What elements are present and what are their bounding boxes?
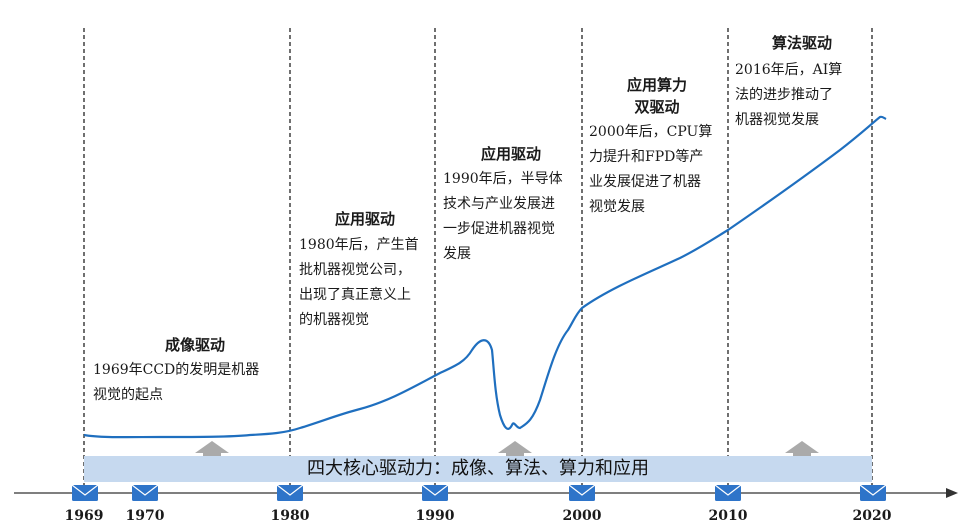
year-label-2000: 2000: [562, 508, 602, 524]
marker-2010: [714, 484, 742, 501]
marker-1969: [71, 484, 99, 501]
stage-5-desc-line: 法的进步推动了: [735, 87, 833, 103]
axis-arrow-icon: [946, 488, 958, 498]
stage-4-desc: 2000年后，CPU算 力提升和FPD等产 业发展促进了机器 视觉发展: [589, 120, 729, 220]
stage-3-desc: 1990年后，半导体 技术与产业发展进 一步促进机器视觉 发展: [443, 167, 583, 267]
stage-3-desc-line: 1990年后，半导体: [443, 171, 563, 187]
stage-1-desc: 1969年CCD的发明是机器 视觉的起点: [93, 358, 293, 408]
marker-1970: [131, 484, 159, 501]
stage-2-desc: 1980年后，产生首 批机器视觉公司， 出现了真正意义上 的机器视觉: [299, 233, 439, 333]
stage-4-title: 应用算力 双驱动: [612, 74, 702, 118]
stage-4-desc-line: 力提升和FPD等产: [589, 149, 704, 165]
stage-1-desc-line: 1969年CCD的发明是机器: [93, 362, 260, 378]
year-markers: [71, 484, 887, 501]
year-label-1969: 1969: [64, 508, 104, 524]
stage-2-desc-line: 出现了真正意义上: [299, 287, 411, 303]
year-label-1980: 1980: [270, 508, 310, 524]
year-label-1970: 1970: [125, 508, 165, 524]
core-drivers-label: 四大核心驱动力：成像、算法、算力和应用: [307, 458, 649, 479]
stage-4-desc-line: 2000年后，CPU算: [589, 124, 713, 140]
up-arrows: [195, 441, 819, 456]
up-arrow-icon: [498, 441, 532, 456]
stage-5-desc-line: 机器视觉发展: [735, 112, 819, 128]
year-label-2010: 2010: [708, 508, 748, 524]
year-label-1990: 1990: [415, 508, 455, 524]
stage-2-desc-line: 批机器视觉公司，: [299, 262, 411, 278]
up-arrow-icon: [785, 441, 819, 456]
year-label-2020: 2020: [852, 508, 892, 524]
stage-3-desc-line: 技术与产业发展进: [443, 196, 555, 212]
marker-1990: [421, 484, 449, 501]
stage-5-desc-line: 2016年后，AI算: [735, 62, 843, 78]
up-arrow-icon: [195, 441, 229, 456]
stage-1-title: 成像驱动: [164, 336, 225, 354]
stage-3-desc-line: 发展: [443, 246, 471, 262]
marker-2020: [859, 484, 887, 501]
stage-1-desc-line: 视觉的起点: [93, 387, 163, 403]
stage-2-title: 应用驱动: [334, 210, 395, 228]
stage-3-title: 应用驱动: [480, 145, 541, 163]
era-separators: [83, 28, 873, 492]
stage-2-desc-line: 的机器视觉: [299, 312, 369, 328]
stage-2-desc-line: 1980年后，产生首: [299, 237, 419, 253]
stage-3-desc-line: 一步促进机器视觉: [443, 221, 555, 237]
stage-4-desc-line: 视觉发展: [589, 199, 645, 215]
stage-5-desc: 2016年后，AI算 法的进步推动了 机器视觉发展: [735, 58, 875, 133]
marker-2000: [568, 484, 596, 501]
marker-1980: [276, 484, 304, 501]
stage-4-title-line: 应用算力: [626, 76, 687, 94]
stage-4-title-line: 双驱动: [634, 98, 680, 116]
stage-4-desc-line: 业发展促进了机器: [589, 174, 701, 190]
development-curve: [83, 115, 887, 439]
drivers-band: [84, 456, 872, 482]
stage-5-title: 算法驱动: [771, 34, 832, 52]
